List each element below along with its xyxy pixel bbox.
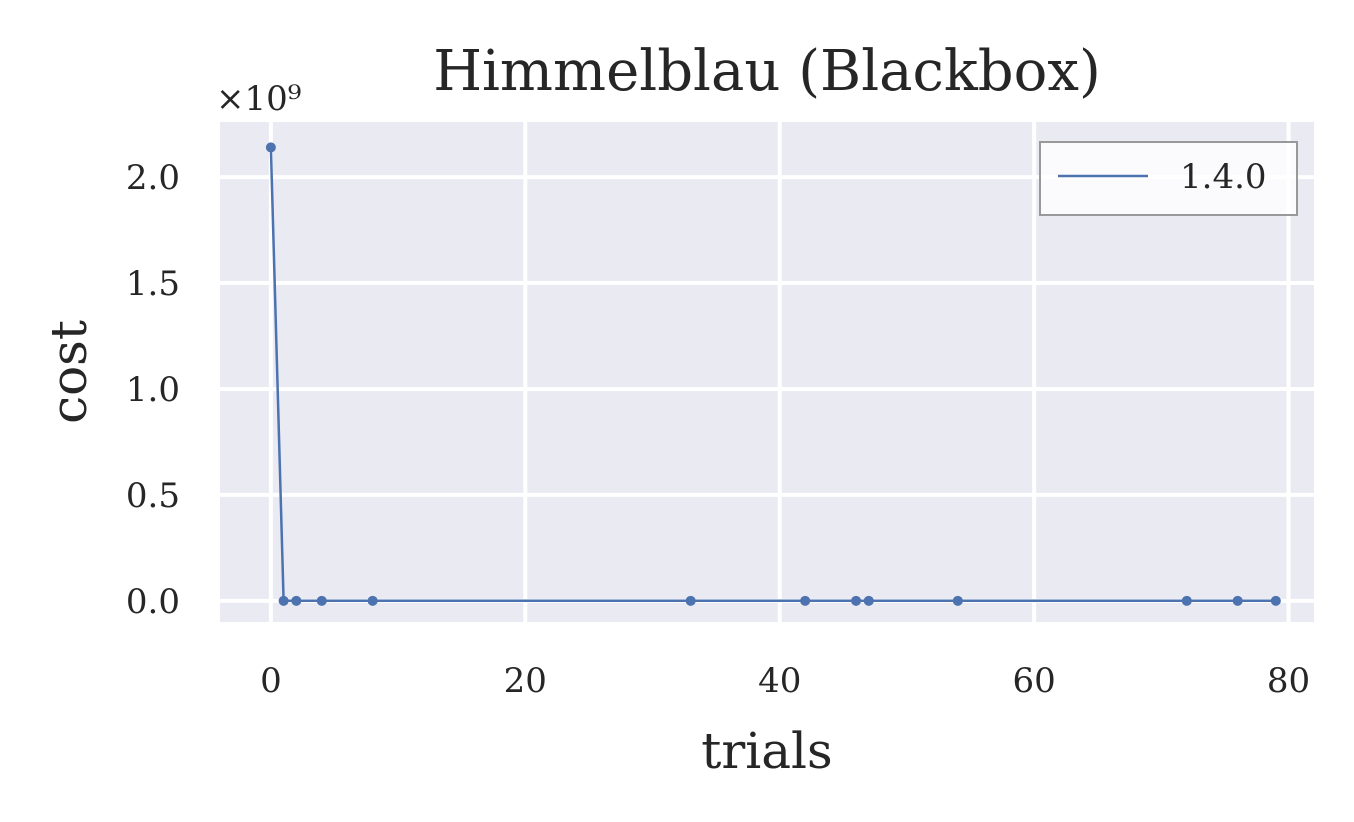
- y-tick-labels: 0.0 0.5 1.0 1.5 2.0: [126, 158, 180, 622]
- x-axis-title: trials: [701, 722, 832, 780]
- data-point: [265, 142, 276, 153]
- y-axis-title: cost: [40, 320, 98, 424]
- data-point: [316, 595, 327, 606]
- series-points: [265, 142, 1281, 606]
- data-point: [851, 595, 862, 606]
- data-point: [278, 595, 289, 606]
- chart-title: Himmelblau (Blackbox): [433, 39, 1101, 104]
- x-tick-label: 20: [504, 661, 547, 701]
- data-point: [291, 595, 302, 606]
- data-point: [800, 595, 811, 606]
- data-point: [863, 595, 874, 606]
- x-tick-labels: 0 20 40 60 80: [260, 661, 1310, 701]
- data-point: [367, 595, 378, 606]
- x-tick-label: 40: [758, 661, 801, 701]
- legend: 1.4.0: [1039, 141, 1298, 216]
- x-tick-label: 0: [260, 661, 282, 701]
- y-tick-label: 0.5: [126, 476, 180, 516]
- legend-box: [1039, 141, 1298, 216]
- x-tick-label: 60: [1013, 661, 1056, 701]
- y-tick-label: 1.5: [126, 264, 180, 304]
- legend-label-1.4.0: 1.4.0: [1180, 157, 1267, 197]
- data-point: [1270, 595, 1281, 606]
- y-tick-label: 2.0: [126, 158, 180, 198]
- y-tick-label: 0.0: [126, 582, 180, 622]
- data-point: [1181, 595, 1192, 606]
- data-point: [952, 595, 963, 606]
- y-offset-label: ×10⁹: [216, 79, 301, 119]
- x-tick-label: 80: [1267, 661, 1310, 701]
- y-tick-label: 1.0: [126, 370, 180, 410]
- data-point: [685, 595, 696, 606]
- data-point: [1232, 595, 1243, 606]
